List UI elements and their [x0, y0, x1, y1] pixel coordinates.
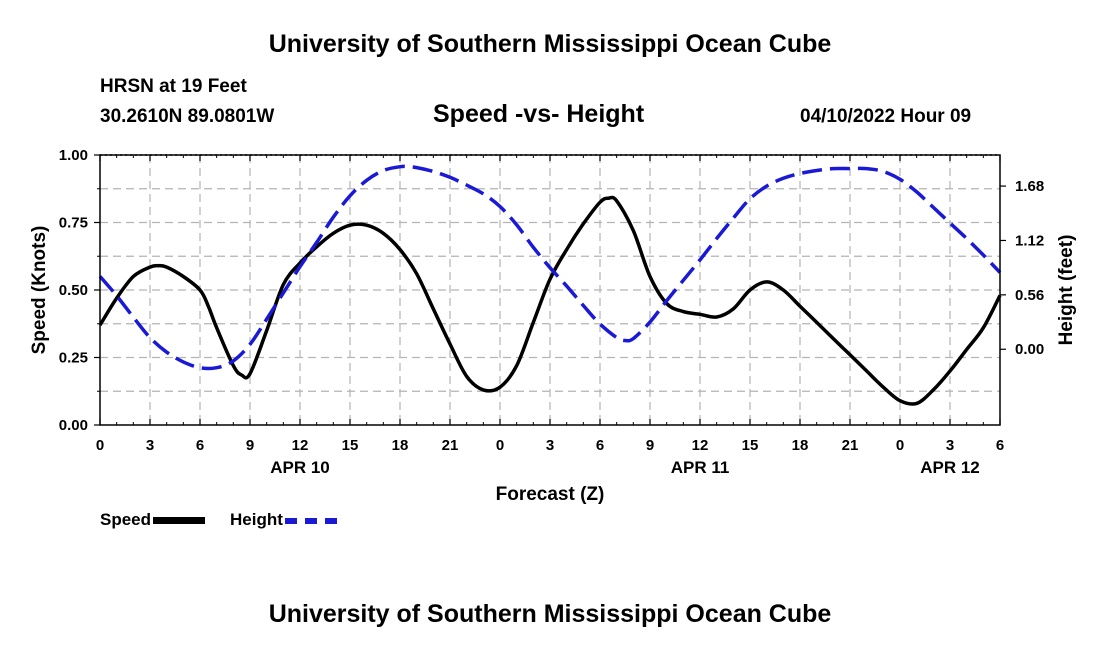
- speed-height-chart: 0 3 6 9 12 15 18 21 0 3 6 9 12 15 18 21 0 3 6 0.00 0.25 0.50 0…: [29, 147, 1077, 505]
- legend-height-swatch: [284, 517, 337, 524]
- x-tick-label: 0: [496, 437, 504, 454]
- station-label: HRSN at 19 Feet: [100, 76, 247, 97]
- y-axis-label-speed: Speed (Knots): [29, 226, 50, 355]
- x-tick-label: 15: [742, 437, 759, 454]
- speed-series-line: [98, 195, 1002, 406]
- grid-lines: [100, 154, 1000, 425]
- legend-height: Height: [230, 510, 337, 530]
- x-tick-label: 0: [896, 437, 904, 454]
- y-tick-label: 0.25: [59, 350, 88, 367]
- chart-subtitle: Speed -vs- Height: [433, 100, 645, 128]
- chart-title-bottom: University of Southern Mississippi Ocean…: [268, 600, 832, 628]
- x-tick-label: 9: [246, 437, 254, 454]
- y-tick-label: 0.00: [59, 417, 88, 434]
- x-tick-label: 21: [842, 437, 859, 454]
- date-label: APR 12: [920, 458, 980, 477]
- coordinates-label: 30.2610N 89.0801W: [100, 106, 275, 127]
- x-tick-label: 12: [692, 437, 709, 454]
- chart-series: [98, 164, 1002, 406]
- x-tick-label: 6: [996, 437, 1004, 454]
- y2-tick-label: 1.68: [1015, 178, 1044, 195]
- date-label: APR 10: [270, 458, 330, 477]
- x-axis-label: Forecast (Z): [496, 484, 605, 505]
- x-tick-label: 3: [946, 437, 954, 454]
- x-tick-label: 18: [392, 437, 409, 454]
- axis-ticks: 0 3 6 9 12 15 18 21 0 3 6 9 12 15 18 21 0 3 6 0.00 0.25 0.50 0…: [59, 147, 1044, 477]
- x-tick-label: 12: [292, 437, 309, 454]
- x-tick-label: 6: [196, 437, 204, 454]
- x-tick-label: 6: [596, 437, 604, 454]
- x-tick-label: 3: [146, 437, 154, 454]
- legend-speed-label: Speed: [100, 510, 152, 529]
- y-tick-label: 0.50: [59, 282, 88, 299]
- x-tick-label: 18: [792, 437, 809, 454]
- x-tick-label: 21: [442, 437, 459, 454]
- date-label: APR 11: [671, 458, 730, 477]
- y-tick-label: 0.75: [59, 215, 88, 232]
- legend-speed-swatch: [153, 517, 206, 525]
- y2-tick-label: 1.12: [1015, 232, 1044, 249]
- x-tick-label: 0: [96, 437, 104, 454]
- y-tick-label: 1.00: [59, 147, 88, 164]
- legend-height-label: Height: [230, 510, 283, 529]
- forecast-datetime: 04/10/2022 Hour 09: [800, 106, 972, 127]
- x-tick-label: 9: [646, 437, 654, 454]
- chart-title-top: University of Southern Mississippi Ocean…: [268, 30, 832, 58]
- legend-speed: Speed: [100, 510, 206, 530]
- x-tick-label: 3: [546, 437, 554, 454]
- height-series-line: [98, 164, 1002, 371]
- y2-tick-label: 0.56: [1015, 287, 1044, 304]
- y2-tick-label: 0.00: [1015, 341, 1044, 358]
- y-axis-label-height: Height (feet): [1056, 235, 1077, 346]
- x-tick-label: 15: [342, 437, 359, 454]
